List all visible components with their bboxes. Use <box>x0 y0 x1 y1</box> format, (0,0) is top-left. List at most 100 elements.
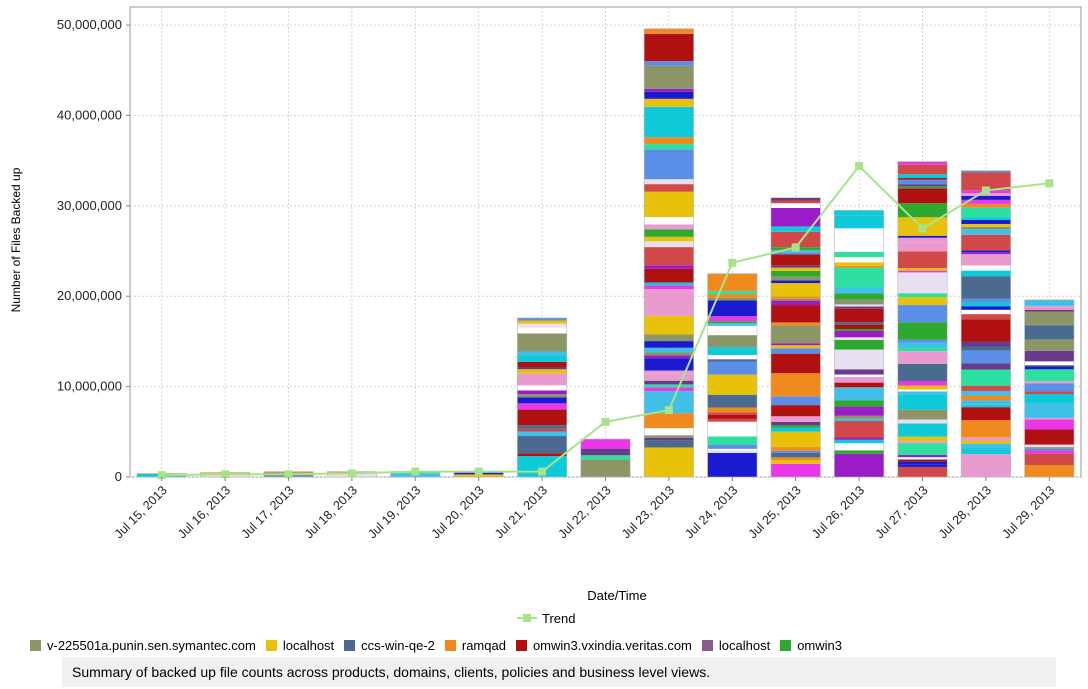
x-tick-label: Jul 22, 2013 <box>556 483 614 541</box>
bar-segment <box>897 381 948 386</box>
bar-segment <box>707 414 758 419</box>
legend-item: ramqad <box>444 638 506 653</box>
bar-segment <box>897 161 948 165</box>
bar-segment <box>961 223 1011 227</box>
bar-segment <box>834 322 884 325</box>
bar-segment <box>707 300 758 317</box>
bar-segment <box>961 314 1011 320</box>
bar-segment <box>707 407 758 413</box>
bar-segment <box>707 374 758 395</box>
bar-segment <box>707 436 758 445</box>
chart: 0 10,000,000 20,000,000 30,000,000 40,000,00… <box>9 6 1082 626</box>
bar-segment <box>897 322 948 340</box>
bar-segment <box>644 28 694 34</box>
bar-segment <box>1024 366 1075 370</box>
bar-segment <box>517 431 567 437</box>
bar-segment <box>707 421 758 437</box>
trend-point <box>981 186 990 195</box>
x-tick-label: Jul 16, 2013 <box>175 483 233 541</box>
bar-segment <box>707 335 758 348</box>
bar-segment <box>897 441 948 444</box>
bar-segment <box>517 327 567 334</box>
x-tick-label: Jul 28, 2013 <box>936 483 994 541</box>
bar-segment <box>961 170 1011 173</box>
bar-segment <box>644 88 694 92</box>
x-tick-label: Jul 19, 2013 <box>365 483 423 541</box>
bar-segment <box>580 439 631 449</box>
trend-point <box>1045 179 1054 188</box>
bar-segment <box>770 200 821 204</box>
bar-segment <box>961 437 1011 441</box>
bar-segment <box>644 413 694 429</box>
bar-segment <box>770 348 821 354</box>
bar-segment <box>770 207 821 227</box>
bar-segment <box>961 404 1011 408</box>
bar-segment <box>961 306 1011 310</box>
bar-segment <box>644 285 694 290</box>
bar-segment <box>580 448 631 453</box>
bar-segment <box>961 448 1011 455</box>
y-tick-label: 20,000,000 <box>57 288 122 303</box>
bar-segment <box>961 302 1011 307</box>
legend: v-225501a.punin.sen.symantec.com localho… <box>30 636 852 654</box>
bar-segment <box>707 347 758 350</box>
bar-segment <box>897 419 948 424</box>
trend-point <box>855 162 864 171</box>
bar-segment <box>707 321 758 324</box>
bar-segment <box>834 262 884 266</box>
bar-segment <box>1024 381 1075 384</box>
legend-swatch <box>265 639 277 651</box>
bar-segment <box>1024 361 1075 365</box>
bar-segment <box>707 444 758 449</box>
bar-segment <box>644 370 694 374</box>
bar-segment <box>834 228 884 252</box>
bar-segment <box>897 297 948 306</box>
bar-segment <box>834 377 884 383</box>
bar-segment <box>644 106 694 138</box>
bar-segment <box>834 443 884 448</box>
legend-swatch <box>344 639 356 651</box>
bar-segment <box>644 268 694 283</box>
bar-segment <box>897 339 948 343</box>
bar-segment <box>897 272 948 294</box>
bar-segment <box>961 172 1011 191</box>
x-tick-label: Jul 25, 2013 <box>746 483 804 541</box>
bar-segment <box>834 306 884 309</box>
bar-segment <box>1024 309 1075 312</box>
bar-segment <box>897 251 948 269</box>
bar-segment <box>707 316 758 322</box>
bar-segment <box>834 340 884 350</box>
bar-segment <box>644 447 694 477</box>
bar-segment <box>644 144 694 150</box>
y-tick-label: 30,000,000 <box>57 198 122 213</box>
bar-segment <box>770 226 821 232</box>
trend-point <box>157 471 166 480</box>
bar-segment <box>1024 311 1075 326</box>
bar-segment <box>897 466 948 477</box>
bar-segment <box>707 330 758 336</box>
bar-segment <box>897 347 948 352</box>
trend-point <box>918 224 927 233</box>
bar-segment <box>770 305 821 323</box>
bar-segment <box>834 409 884 416</box>
legend-label: omwin3.vxindia.veritas.com <box>532 637 692 653</box>
bar-segment <box>770 373 821 397</box>
bar-segment <box>580 455 631 460</box>
bar-segment <box>834 369 884 375</box>
bar-segment <box>644 247 694 266</box>
bar-segment <box>770 396 821 406</box>
bar-segment <box>834 267 884 288</box>
bar-segment <box>897 188 948 204</box>
bar-segment <box>834 400 884 407</box>
bar-segment <box>1024 403 1075 418</box>
bar-segment <box>961 193 1011 196</box>
trend-point <box>284 470 293 479</box>
bar-segment <box>834 331 884 338</box>
y-tick-label: 0 <box>115 469 122 484</box>
bar-segment <box>834 299 884 305</box>
bar-stack <box>960 170 1011 478</box>
bar-segment <box>707 462 758 477</box>
bar-segment <box>897 268 948 271</box>
trend-point <box>664 406 673 415</box>
legend-item: localhost <box>265 638 334 653</box>
